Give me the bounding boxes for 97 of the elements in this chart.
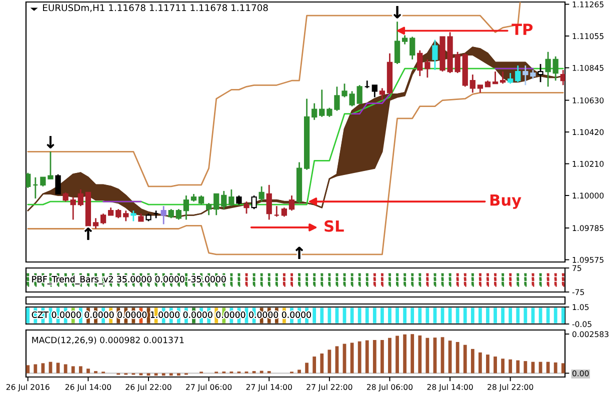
- candlestick: [288, 194, 295, 212]
- bar: [372, 340, 376, 374]
- candlestick: [32, 176, 38, 200]
- candlestick: [312, 102, 318, 121]
- candlestick: [500, 70, 506, 84]
- candlestick: [70, 196, 76, 220]
- candlestick: [417, 50, 423, 77]
- annotation: SL: [324, 220, 344, 232]
- bar: [486, 354, 490, 374]
- bar: [463, 344, 467, 374]
- candlestick: [274, 205, 280, 218]
- bar: [328, 350, 332, 374]
- candlestick: [356, 84, 362, 104]
- candlestick: [402, 34, 408, 46]
- bar: [162, 373, 166, 376]
- candlestick: [432, 39, 438, 71]
- candlestick: [424, 58, 430, 78]
- candlestick: [266, 184, 272, 220]
- candlestick: [123, 210, 129, 222]
- candlestick: [100, 212, 106, 225]
- candlestick: [228, 188, 234, 207]
- bar: [516, 360, 520, 374]
- bar: [501, 358, 505, 374]
- candlestick: [160, 205, 166, 225]
- candlestick: [26, 172, 31, 189]
- annotation: ↑: [84, 228, 92, 240]
- candlestick: [236, 194, 242, 206]
- bar: [380, 340, 384, 374]
- bar: [524, 361, 528, 374]
- candlestick: [394, 20, 400, 65]
- bar: [146, 373, 150, 376]
- candlestick: [130, 210, 136, 222]
- candlestick: [552, 56, 558, 82]
- bar: [78, 366, 82, 374]
- bar: [508, 359, 512, 374]
- bar: [554, 362, 558, 374]
- bar: [561, 363, 565, 374]
- bar: [64, 364, 68, 374]
- candlestick: [545, 51, 551, 88]
- candlestick: [470, 74, 476, 94]
- bar: [320, 354, 324, 374]
- bar: [154, 373, 158, 376]
- bar: [426, 338, 430, 374]
- candlestick: [176, 208, 182, 220]
- candlestick: [92, 217, 99, 230]
- candlestick: [364, 80, 370, 89]
- bar: [478, 352, 482, 374]
- candlestick: [183, 194, 190, 220]
- bar: [86, 368, 90, 374]
- candlestick: [319, 88, 325, 118]
- candlestick: [379, 87, 386, 101]
- candlestick: [515, 64, 521, 83]
- bar: [365, 340, 369, 374]
- annotation: TP: [512, 24, 533, 35]
- chart-title: EURUSDm,H1 1.11678 1.11711 1.11678 1.11708: [43, 4, 268, 12]
- candlestick: [281, 206, 288, 218]
- candlestick: [530, 69, 536, 80]
- candlestick: [198, 194, 204, 206]
- bar: [456, 342, 460, 374]
- candlestick: [251, 194, 257, 210]
- candlestick: [55, 174, 61, 195]
- annotation: ↓: [46, 136, 54, 148]
- candlestick: [62, 192, 68, 202]
- candlestick: [244, 200, 250, 214]
- bar: [169, 373, 173, 376]
- candlestick: [508, 72, 514, 84]
- bar: [358, 341, 362, 374]
- bar: [34, 364, 38, 374]
- candlestick: [454, 51, 460, 74]
- annotation: Buy: [490, 194, 522, 209]
- candlestick: [214, 193, 220, 216]
- candlestick: [206, 202, 212, 216]
- candlestick: [326, 107, 332, 118]
- bar: [418, 335, 422, 374]
- candlestick: [410, 36, 416, 60]
- candlestick: [538, 63, 544, 83]
- bar: [176, 373, 180, 376]
- candlestick: [372, 84, 378, 98]
- candlestick: [522, 64, 528, 86]
- bar: [494, 356, 497, 374]
- candlestick: [168, 208, 174, 219]
- bar: [388, 338, 392, 374]
- candlestick: [116, 208, 122, 219]
- bar: [403, 334, 407, 374]
- candlestick: [78, 188, 84, 207]
- candlestick: [492, 70, 498, 84]
- bar: [312, 356, 316, 374]
- bar: [26, 365, 30, 374]
- bar: [410, 334, 414, 374]
- bar: [396, 336, 399, 374]
- candlestick: [258, 186, 264, 202]
- text: MACD(12,26,9) 0.000982 0.001371: [32, 336, 184, 344]
- bar: [470, 348, 474, 374]
- bar: [71, 366, 75, 374]
- bar: [305, 362, 309, 374]
- candlestick: [221, 190, 227, 210]
- bar: [298, 370, 301, 374]
